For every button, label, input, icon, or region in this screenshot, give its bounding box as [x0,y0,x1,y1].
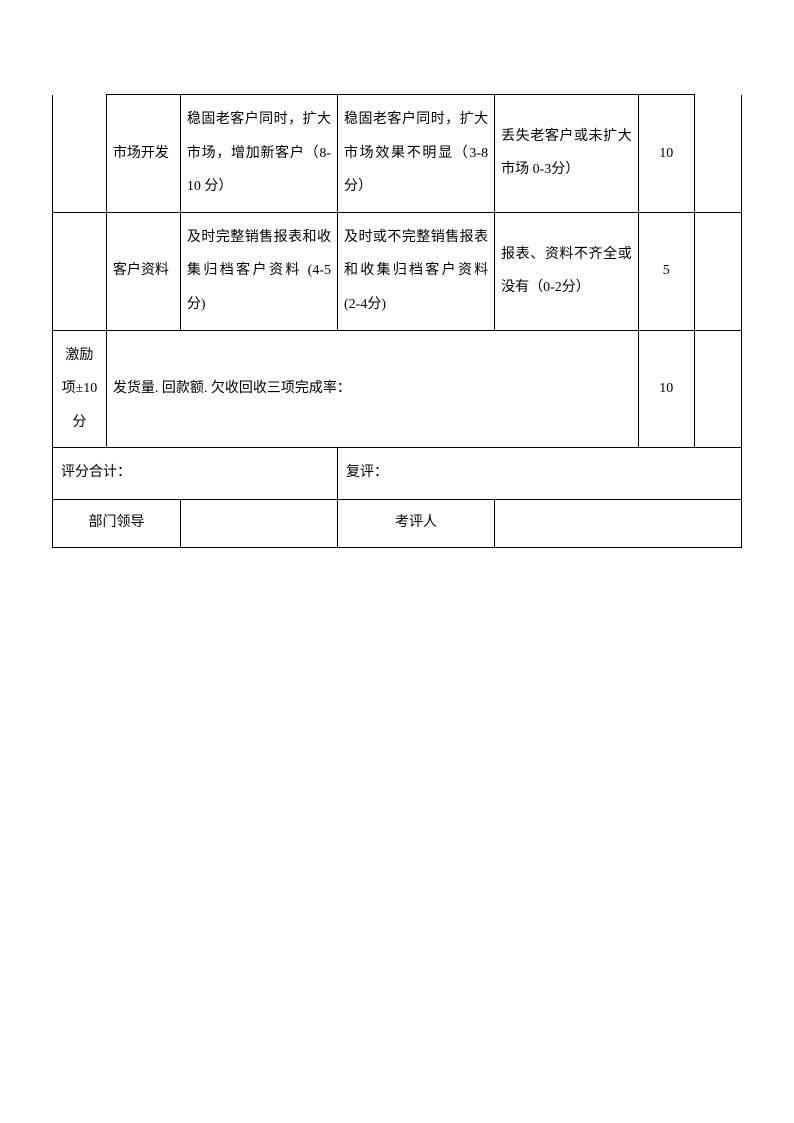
market-level1: 稳固老客户同时，扩大市场，增加新客户（8-10 分） [180,95,337,213]
customer-level3: 报表、资料不齐全或没有（0-2分） [495,212,639,330]
customer-level2: 及时或不完整销售报表和收集归档客户资料 (2-4分) [338,212,495,330]
market-level3: 丢失老客户或未扩大市场 0-3分） [495,95,639,213]
market-blank [694,95,741,213]
market-score: 10 [638,95,694,213]
dept-leader-value [180,500,337,547]
row-customer-data: 客户资料 及时完整销售报表和收集归档客户资料 (4-5 分) 及时或不完整销售报… [53,212,742,330]
customer-score: 5 [638,212,694,330]
score-total-label: 评分合计： [53,448,338,500]
incentive-content: 发货量. 回款额. 欠收回收三项完成率： [106,330,638,448]
row-market-development: 市场开发 稳固老客户同时，扩大市场，增加新客户（8-10 分） 稳固老客户同时，… [53,95,742,213]
item-market: 市场开发 [106,95,180,213]
item-customer: 客户资料 [106,212,180,330]
review-label: 复评： [338,448,742,500]
incentive-category: 激励项±10分 [53,330,107,448]
category-cell-empty-2 [53,212,107,330]
evaluator-value [495,500,742,547]
evaluation-table: 市场开发 稳固老客户同时，扩大市场，增加新客户（8-10 分） 稳固老客户同时，… [52,94,742,548]
incentive-blank [694,330,741,448]
row-footer: 部门领导 考评人 [53,500,742,547]
evaluator-label: 考评人 [338,500,495,547]
customer-level1: 及时完整销售报表和收集归档客户资料 (4-5 分) [180,212,337,330]
customer-blank [694,212,741,330]
incentive-score: 10 [638,330,694,448]
dept-leader-label: 部门领导 [53,500,181,547]
row-summary: 评分合计： 复评： [53,448,742,500]
category-cell-empty [53,95,107,213]
market-level2: 稳固老客户同时，扩大市场效果不明显（3-8 分） [338,95,495,213]
row-incentive: 激励项±10分 发货量. 回款额. 欠收回收三项完成率： 10 [53,330,742,448]
